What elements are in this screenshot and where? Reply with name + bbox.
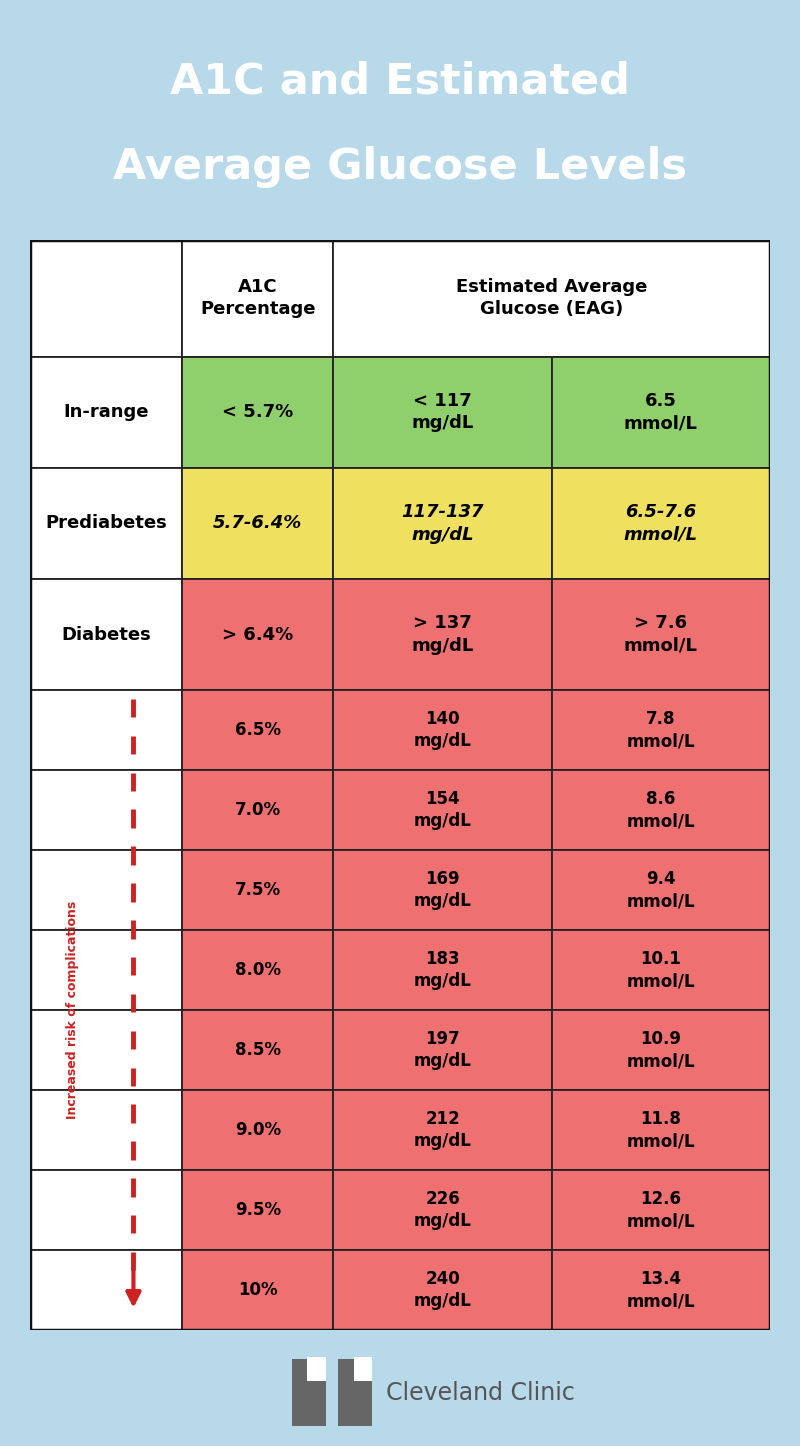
Text: 10.9
mmol/L: 10.9 mmol/L <box>626 1030 695 1070</box>
Bar <box>551 1090 770 1170</box>
Bar <box>334 1170 551 1251</box>
Text: 13.4
mmol/L: 13.4 mmol/L <box>626 1270 695 1310</box>
Bar <box>551 850 770 930</box>
Bar <box>292 1359 326 1426</box>
Text: 9.0%: 9.0% <box>234 1121 281 1139</box>
Bar <box>30 240 182 357</box>
Text: 183
mg/dL: 183 mg/dL <box>414 950 471 991</box>
Bar <box>182 1170 334 1251</box>
Text: 10%: 10% <box>238 1281 278 1300</box>
Bar <box>334 469 551 578</box>
Text: A1C
Percentage: A1C Percentage <box>200 278 315 318</box>
Bar <box>182 771 334 850</box>
Bar <box>182 240 334 357</box>
Text: > 137
mg/dL: > 137 mg/dL <box>411 615 474 655</box>
Bar <box>182 1251 334 1330</box>
Text: Average Glucose Levels: Average Glucose Levels <box>113 146 687 188</box>
Text: Diabetes: Diabetes <box>62 626 151 643</box>
Bar <box>182 930 334 1011</box>
Bar <box>551 690 770 771</box>
Bar <box>551 469 770 578</box>
Bar <box>182 1090 334 1170</box>
Bar <box>182 578 334 690</box>
Text: 5.7-6.4%: 5.7-6.4% <box>213 515 302 532</box>
Text: 10.1
mmol/L: 10.1 mmol/L <box>626 950 695 991</box>
Text: 7.8
mmol/L: 7.8 mmol/L <box>626 710 695 750</box>
Bar <box>30 930 182 1011</box>
Bar <box>182 1011 334 1090</box>
Text: > 6.4%: > 6.4% <box>222 626 294 643</box>
Text: 6.5-7.6
mmol/L: 6.5-7.6 mmol/L <box>623 503 698 544</box>
Text: 9.5%: 9.5% <box>234 1202 281 1219</box>
Bar <box>354 1356 372 1381</box>
Text: < 5.7%: < 5.7% <box>222 403 294 421</box>
Text: Estimated Average
Glucose (EAG): Estimated Average Glucose (EAG) <box>456 278 647 318</box>
Text: 9.4
mmol/L: 9.4 mmol/L <box>626 870 695 911</box>
Bar <box>30 690 182 771</box>
Bar <box>334 1011 551 1090</box>
Bar <box>551 1011 770 1090</box>
Bar <box>30 578 182 690</box>
Bar <box>551 357 770 469</box>
Bar <box>551 578 770 690</box>
Bar <box>334 240 770 357</box>
Bar <box>182 690 334 771</box>
Bar <box>30 1170 182 1251</box>
Bar <box>30 1090 182 1170</box>
Text: 8.5%: 8.5% <box>234 1041 281 1060</box>
Bar <box>30 1011 182 1090</box>
Bar <box>551 1251 770 1330</box>
Bar <box>30 1251 182 1330</box>
Bar <box>30 771 182 850</box>
Text: 6.5%: 6.5% <box>234 722 281 739</box>
Text: Increased risk of complications: Increased risk of complications <box>66 901 79 1119</box>
Bar <box>334 930 551 1011</box>
Bar <box>334 690 551 771</box>
Text: Cleveland Clinic: Cleveland Clinic <box>386 1381 575 1406</box>
Text: 8.0%: 8.0% <box>234 962 281 979</box>
Text: 212
mg/dL: 212 mg/dL <box>414 1111 471 1151</box>
Bar <box>182 469 334 578</box>
Bar <box>182 357 334 469</box>
Text: 7.0%: 7.0% <box>234 801 281 820</box>
Bar <box>334 1090 551 1170</box>
Text: 226
mg/dL: 226 mg/dL <box>414 1190 471 1231</box>
Text: 11.8
mmol/L: 11.8 mmol/L <box>626 1111 695 1151</box>
Text: In-range: In-range <box>63 403 149 421</box>
Bar <box>30 850 182 930</box>
Bar <box>30 357 182 469</box>
Bar <box>338 1359 372 1426</box>
Text: Prediabetes: Prediabetes <box>46 515 167 532</box>
Bar <box>551 1170 770 1251</box>
Bar <box>334 850 551 930</box>
Bar <box>334 357 551 469</box>
Text: 8.6
mmol/L: 8.6 mmol/L <box>626 790 695 830</box>
Text: A1C and Estimated: A1C and Estimated <box>170 61 630 103</box>
Text: 6.5
mmol/L: 6.5 mmol/L <box>624 392 698 432</box>
Text: > 7.6
mmol/L: > 7.6 mmol/L <box>624 615 698 655</box>
Bar <box>551 771 770 850</box>
Bar <box>30 469 182 578</box>
Text: 169
mg/dL: 169 mg/dL <box>414 870 471 911</box>
Text: 7.5%: 7.5% <box>234 881 281 899</box>
Bar <box>182 850 334 930</box>
Text: 12.6
mmol/L: 12.6 mmol/L <box>626 1190 695 1231</box>
Bar <box>307 1356 326 1381</box>
Bar <box>334 771 551 850</box>
Bar <box>334 578 551 690</box>
Text: 117-137
mg/dL: 117-137 mg/dL <box>402 503 484 544</box>
Text: 140
mg/dL: 140 mg/dL <box>414 710 471 750</box>
Bar <box>334 1251 551 1330</box>
Bar <box>551 930 770 1011</box>
Text: 240
mg/dL: 240 mg/dL <box>414 1270 471 1310</box>
Text: 197
mg/dL: 197 mg/dL <box>414 1030 471 1070</box>
Text: < 117
mg/dL: < 117 mg/dL <box>411 392 474 432</box>
Text: 154
mg/dL: 154 mg/dL <box>414 790 471 830</box>
